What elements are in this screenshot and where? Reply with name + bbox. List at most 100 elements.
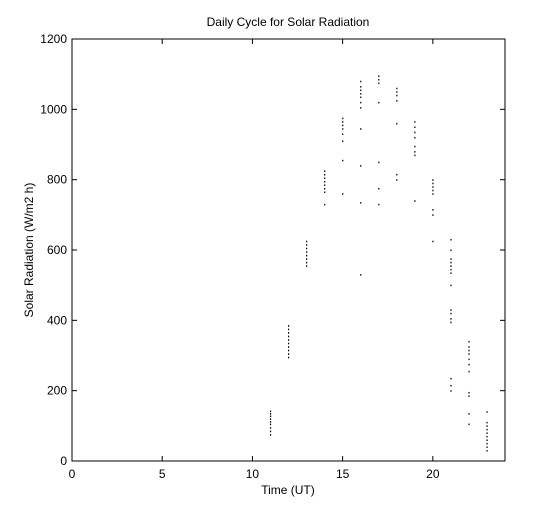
data-point [360, 89, 362, 92]
data-point [432, 193, 434, 195]
data-point [432, 182, 434, 185]
data-point [360, 101, 362, 104]
data-point [432, 240, 434, 243]
data-point [450, 284, 452, 287]
data-point [414, 136, 416, 139]
data-point [288, 332, 290, 334]
data-point [378, 203, 380, 206]
data-point [486, 439, 488, 441]
data-point [269, 413, 272, 415]
data-point [396, 87, 398, 90]
data-point [414, 200, 416, 202]
data-point [486, 428, 488, 431]
data-point [450, 390, 452, 392]
data-point [468, 340, 470, 343]
data-point [468, 346, 470, 348]
data-point [486, 446, 488, 449]
data-point [468, 363, 470, 366]
data-point [396, 173, 398, 176]
y-tick-label: 0 [60, 454, 67, 468]
data-point [468, 391, 470, 394]
data-point [450, 318, 452, 320]
data-point [288, 328, 290, 331]
data-point [342, 133, 344, 136]
data-point [468, 413, 470, 415]
data-point [450, 268, 452, 271]
data-point [324, 173, 326, 176]
data-point [360, 96, 362, 99]
data-point [360, 80, 362, 83]
data-point [360, 128, 362, 130]
data-point [342, 117, 344, 120]
data-point [306, 258, 308, 260]
data-point [324, 170, 326, 172]
data-point [486, 435, 488, 438]
data-point [378, 161, 380, 164]
data-point [396, 179, 398, 181]
data-point [414, 126, 416, 129]
data-point [288, 342, 290, 345]
y-axis-label: Solar Radiation (W/m2 h) [22, 183, 36, 318]
data-point [324, 177, 326, 180]
x-tick-label: 5 [159, 467, 166, 481]
data-point [468, 358, 470, 361]
data-point [360, 107, 362, 109]
data-point [269, 423, 272, 426]
data-point [468, 353, 470, 355]
x-tick-label: 10 [246, 467, 260, 481]
data-point [306, 240, 308, 243]
data-point [378, 78, 380, 81]
data-point [486, 411, 488, 413]
data-point [342, 159, 344, 162]
data-point [378, 187, 380, 190]
y-tick-label: 200 [47, 384, 67, 398]
data-point [288, 325, 290, 327]
data-point [432, 179, 434, 181]
data-point [450, 309, 452, 311]
data-point [450, 377, 452, 380]
data-point [306, 251, 308, 253]
data-point [486, 432, 488, 434]
y-tick-label: 1200 [40, 32, 67, 46]
data-point [324, 187, 326, 190]
data-point [342, 193, 344, 195]
data-point [414, 145, 416, 148]
data-point [324, 180, 326, 183]
data-point [360, 202, 362, 204]
data-point [306, 265, 308, 267]
data-point [486, 442, 488, 445]
data-point [360, 85, 362, 88]
data-point [396, 122, 398, 125]
chart-title: Daily Cycle for Solar Radiation [207, 15, 370, 29]
x-tick-label: 20 [426, 467, 440, 481]
data-point [288, 339, 290, 341]
data-point [360, 165, 362, 167]
data-point [288, 335, 290, 338]
data-point [269, 415, 272, 418]
data-point [324, 184, 326, 187]
data-point [450, 272, 452, 274]
data-point [414, 121, 416, 123]
data-point [378, 75, 380, 78]
data-point [396, 100, 398, 102]
data-point [360, 93, 362, 95]
data-point [486, 425, 488, 427]
data-point [432, 209, 434, 211]
data-point [306, 254, 308, 257]
data-point [306, 244, 308, 246]
data-point [360, 274, 362, 276]
data-point [396, 91, 398, 93]
data-point [414, 131, 416, 134]
data-point [306, 261, 308, 264]
data-point [468, 370, 470, 373]
data-point [450, 312, 452, 315]
data-points [269, 75, 488, 452]
data-point [269, 418, 272, 420]
plot-frame [71, 38, 506, 462]
data-point [450, 249, 452, 252]
data-point [450, 238, 452, 241]
data-point [486, 449, 488, 452]
data-point [306, 247, 308, 250]
data-point [450, 321, 452, 324]
y-tick-label: 800 [47, 173, 67, 187]
